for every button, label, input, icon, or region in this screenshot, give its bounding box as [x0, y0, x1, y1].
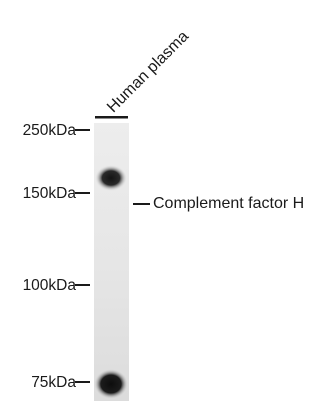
band-75kda-region [94, 369, 128, 399]
membrane-lane [94, 123, 129, 401]
band-annotation-label: Complement factor H [153, 195, 305, 212]
lane-header-bar [95, 116, 128, 119]
band-complement-factor-h [95, 165, 127, 191]
marker-label-150kda: 150kDa [22, 185, 76, 202]
marker-label-100kda: 100kDa [22, 277, 76, 294]
marker-label-250kda: 250kDa [22, 122, 76, 139]
marker-label-75kda: 75kDa [31, 374, 76, 391]
